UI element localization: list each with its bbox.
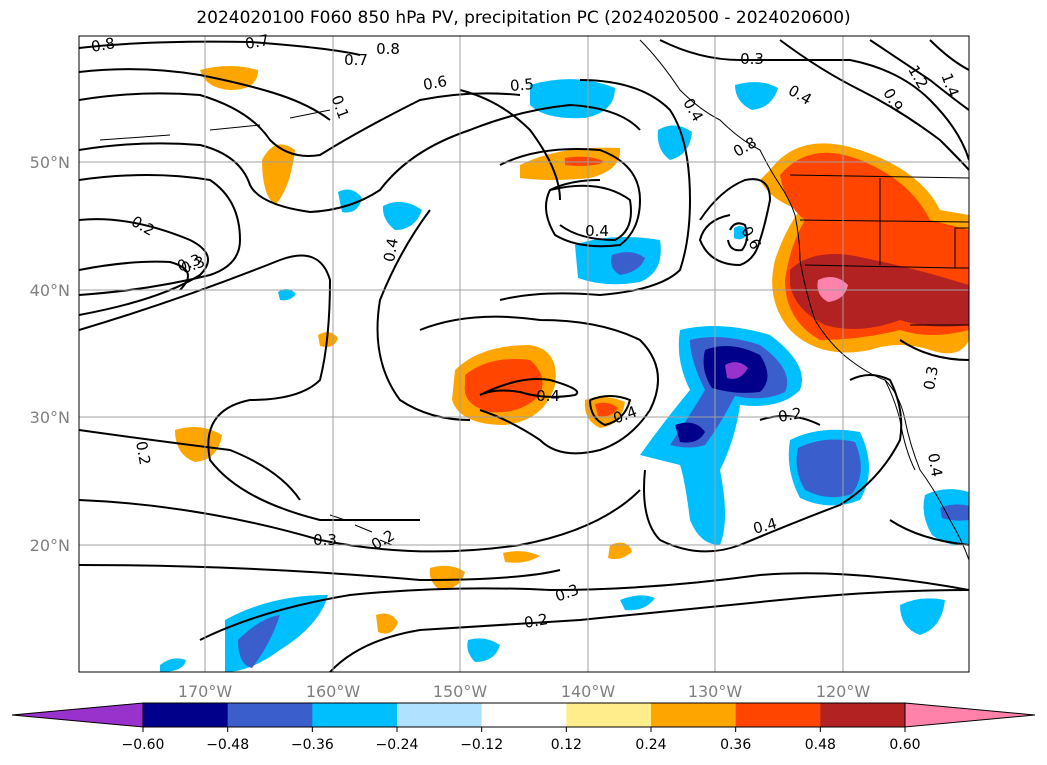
plot-frame <box>78 35 970 673</box>
colorbar-segment <box>735 703 821 727</box>
graticule <box>79 36 969 672</box>
colorbar-tick-label: 0.48 <box>805 737 836 753</box>
latitude-labels: 50°N 40°N 30°N 20°N <box>30 153 70 555</box>
colorbar-tick-label: −0.60 <box>122 737 165 753</box>
contour-label: 0.2 <box>132 440 154 467</box>
colorbar-tick-labels: −0.60 −0.48 −0.36 −0.24 −0.12 0.12 0.24 0.36 0.4… <box>122 727 921 753</box>
colorbar-segment <box>820 703 906 727</box>
contour-label: 0.5 <box>509 75 534 95</box>
contour-label: 0.4 <box>751 514 779 538</box>
longitude-labels: 170°W 160°W 150°W 140°W 130°W 120°W <box>178 682 871 701</box>
lat-label-20n: 20°N <box>30 536 70 555</box>
contour-label: 0.8 <box>376 40 400 58</box>
contour-label: 0.6 <box>422 72 449 94</box>
colorbar-tick-label: 0.36 <box>720 737 751 753</box>
contour-label: 0.7 <box>244 31 271 53</box>
colorbar-segment <box>227 703 313 727</box>
lat-label-40n: 40°N <box>30 281 70 300</box>
colorbar-segment <box>397 703 483 727</box>
colorbar-segment <box>481 703 567 727</box>
colorbar-tick-label: −0.24 <box>376 737 419 753</box>
political-borders <box>789 174 969 326</box>
colorbar-tick-label: −0.12 <box>460 737 503 753</box>
colorbar-segment <box>143 703 229 727</box>
contour-label: 0.8 <box>90 34 117 56</box>
colorbar-tick-label: 0.24 <box>635 737 666 753</box>
lon-label-170w: 170°W <box>178 682 233 701</box>
contour-label: 0.3 <box>920 365 942 392</box>
colorbar-segment <box>651 703 737 727</box>
pv-contours <box>79 39 969 672</box>
coastlines <box>99 39 969 561</box>
colorbar-segment <box>312 703 398 727</box>
colorbar-extend-low <box>11 702 144 728</box>
contour-label: 0.7 <box>344 51 368 69</box>
contour-label: 0.2 <box>523 610 550 632</box>
lon-label-140w: 140°W <box>561 682 616 701</box>
lon-label-150w: 150°W <box>433 682 488 701</box>
contour-label: 0.4 <box>380 237 402 264</box>
colorbar-segment <box>566 703 652 727</box>
contour-label: 0.4 <box>585 222 609 240</box>
map-title: 2024020100 F060 850 hPa PV, precipitatio… <box>196 8 851 28</box>
contour-label: 0.3 <box>313 531 337 549</box>
colorbar-tick-label: 0.60 <box>889 737 920 753</box>
contour-label: 0.4 <box>536 387 560 405</box>
lat-label-50n: 50°N <box>30 153 70 172</box>
lat-label-30n: 30°N <box>30 408 70 427</box>
lon-label-130w: 130°W <box>688 682 743 701</box>
colorbar-tick-label: −0.48 <box>206 737 249 753</box>
contour-label: 0.3 <box>740 50 764 68</box>
lon-label-160w: 160°W <box>306 682 361 701</box>
lon-label-120w: 120°W <box>816 682 871 701</box>
contour-label: 0.4 <box>924 452 946 479</box>
colorbar <box>11 702 1036 728</box>
colorbar-tick-label: −0.36 <box>291 737 334 753</box>
colorbar-tick-label: 0.12 <box>551 737 582 753</box>
colorbar-extend-high <box>904 702 1036 728</box>
contour-label: 0.2 <box>777 404 804 426</box>
